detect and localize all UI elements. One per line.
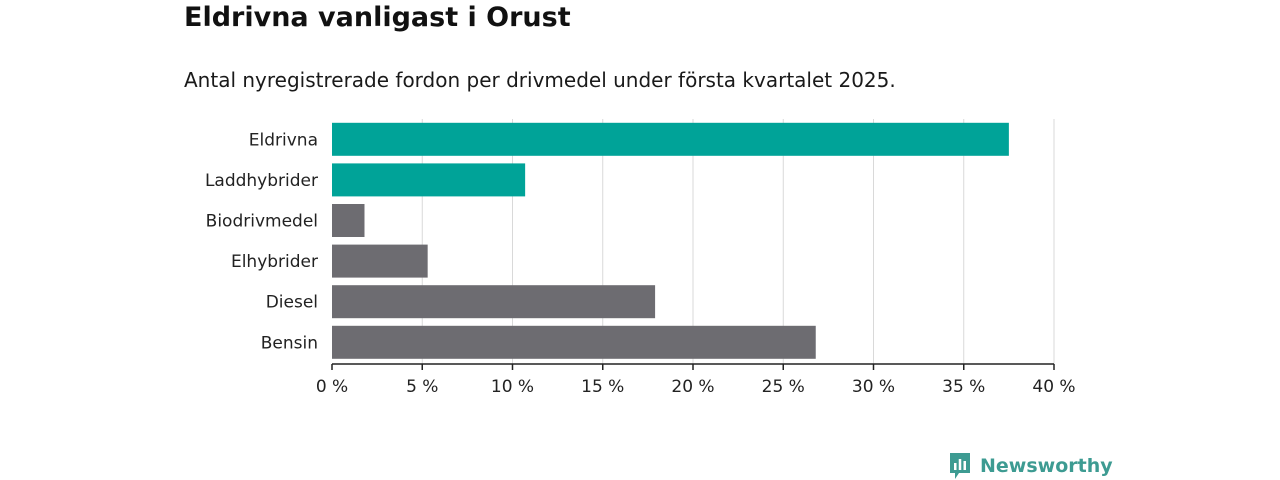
bar [332, 325, 816, 359]
newsworthy-logo[interactable]: Newsworthy [948, 452, 1113, 480]
gridlines [421, 119, 1055, 364]
category-label: Elhybrider [231, 252, 318, 272]
x-tick-label: 0 % [316, 377, 348, 397]
category-label: Biodrivmedel [206, 212, 318, 232]
x-tick-label: 5 % [406, 377, 438, 397]
bars [332, 122, 1009, 359]
x-tick-label: 10 % [491, 377, 534, 397]
x-tick-label: 15 % [581, 377, 624, 397]
bar [332, 244, 428, 278]
category-label: Bensin [261, 333, 318, 353]
x-tick-label: 35 % [942, 377, 985, 397]
x-tick-label: 40 % [1032, 377, 1075, 397]
category-label: Laddhybrider [205, 171, 318, 191]
bar [332, 163, 526, 197]
x-axis: 0 % 5 % 10 % 15 % 20 % 25 % 30 % 35 % 40 % [316, 363, 1076, 397]
bar [332, 285, 656, 319]
bar [332, 204, 365, 237]
bar [332, 122, 1009, 156]
category-label: Diesel [266, 293, 318, 313]
category-label: Eldrivna [249, 130, 318, 150]
category-labels: Eldrivna Laddhybrider Biodrivmedel Elhybrid… [205, 130, 318, 353]
newsworthy-logo-icon [950, 453, 970, 479]
chart-title: Eldrivna vanligast i Orust [184, 2, 571, 33]
brand-name: Newsworthy [980, 455, 1113, 477]
x-tick-label: 25 % [762, 377, 805, 397]
x-tick-label: 20 % [671, 377, 714, 397]
x-tick-label: 30 % [852, 377, 895, 397]
chart-subtitle: Antal nyregistrerade fordon per drivmede… [184, 68, 896, 92]
